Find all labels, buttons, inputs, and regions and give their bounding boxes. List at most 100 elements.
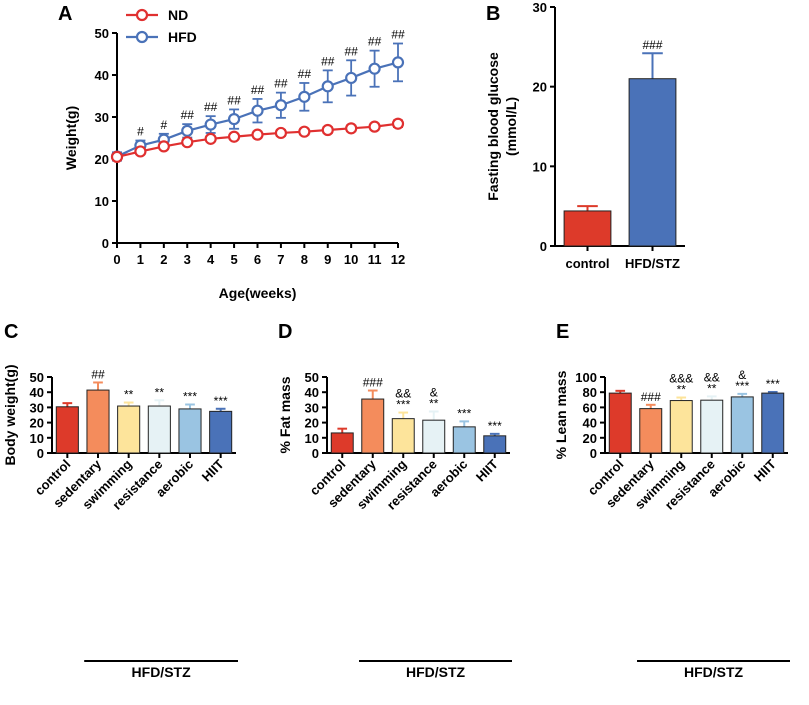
significance-mark: &&: [704, 370, 720, 384]
significance-mark: ***: [214, 394, 228, 408]
panel-label-e: E: [556, 321, 569, 343]
significance-mark: ###: [641, 390, 661, 404]
data-point-hfd: [227, 112, 241, 126]
bar-sedentary: [361, 398, 385, 454]
legend-marker-hfd: [135, 30, 149, 44]
bar-control: [55, 406, 79, 454]
x-tick-label-a: 5: [230, 252, 237, 267]
y-axis-label-a: Weight(g): [63, 106, 79, 170]
data-point-nd: [321, 123, 334, 137]
x-tick-label-a: 9: [324, 252, 331, 267]
bar-control: [330, 432, 354, 454]
bar-sedentary: [639, 408, 663, 454]
significance-mark: &&: [395, 387, 411, 401]
x-tick-label-b: control: [565, 256, 609, 271]
data-point-nd: [227, 130, 241, 143]
x-axis-label-a: Age(weeks): [219, 285, 297, 301]
y-tick-label-d: 30: [305, 400, 319, 415]
x-tick-label-a: 4: [207, 252, 215, 267]
y-tick-label-b: 0: [540, 239, 547, 254]
significance-mark: ***: [183, 390, 197, 404]
x-tick-label-a: 3: [184, 252, 191, 267]
y-tick-label-c: 30: [30, 400, 44, 415]
data-point-nd: [368, 120, 381, 133]
group-label-e: HFD/STZ: [684, 664, 744, 680]
group-label-c: HFD/STZ: [132, 664, 192, 680]
x-tick-label-a: 10: [344, 252, 358, 267]
significance-mark: **: [707, 381, 717, 395]
y-tick-label-c: 0: [37, 446, 44, 461]
bar-aerobic: [730, 396, 754, 454]
bar-swimming: [669, 400, 693, 454]
data-point-hfd: [345, 71, 358, 85]
significance-mark: **: [677, 383, 687, 397]
x-tick-label-d: HIIT: [473, 456, 501, 484]
bar-aerobic: [452, 426, 476, 454]
significance-mark: **: [155, 385, 165, 399]
y-tick-label-a: 40: [95, 68, 109, 83]
y-axis-label-b: (mmol/L): [503, 97, 519, 156]
y-tick-label-b: 20: [533, 80, 547, 95]
y-tick-label-d: 10: [305, 431, 319, 446]
legend-marker-nd: [135, 8, 149, 22]
bar-sedentary: [86, 389, 110, 454]
data-point-nd: [298, 125, 311, 138]
significance-mark: **: [429, 397, 439, 411]
data-point-nd: [274, 126, 288, 140]
data-point-nd: [391, 117, 405, 130]
bar-aerobic: [178, 408, 202, 454]
y-tick-label-b: 10: [533, 159, 547, 174]
bar-resistance: [700, 399, 724, 454]
y-tick-label-d: 20: [305, 416, 319, 431]
y-tick-label-c: 20: [30, 416, 44, 431]
x-tick-label-b: HFD/STZ: [625, 256, 680, 271]
y-tick-label-d: 50: [305, 370, 319, 385]
significance-mark: #: [137, 125, 144, 139]
y-tick-label-b: 30: [533, 0, 547, 15]
x-tick-label-a: 12: [391, 252, 405, 267]
y-tick-label-c: 50: [30, 370, 44, 385]
significance-mark: ###: [642, 38, 662, 52]
significance-mark: ##: [227, 93, 241, 107]
y-tick-label-d: 0: [312, 446, 319, 461]
legend-label-nd: ND: [168, 7, 188, 23]
panel-label-b: B: [486, 3, 500, 25]
y-tick-label-c: 10: [30, 431, 44, 446]
bar-hiit: [209, 410, 233, 454]
group-label-d: HFD/STZ: [406, 664, 466, 680]
data-point-nd: [204, 132, 217, 145]
y-axis-label-d: % Fat mass: [277, 376, 293, 453]
significance-mark: ##: [274, 77, 288, 91]
significance-mark: **: [124, 388, 134, 402]
bar-control: [608, 392, 632, 454]
y-tick-label-e: 60: [583, 400, 597, 415]
panel-b: B 0 10 20 30 Fasting blood glucose (mmol/L) con…: [485, 0, 685, 271]
y-tick-label-a: 0: [102, 236, 109, 251]
data-point-nd: [251, 128, 264, 141]
data-point-hfd: [368, 62, 381, 75]
bar-hiit: [761, 392, 785, 454]
significance-mark: ##: [204, 100, 218, 114]
significance-mark: ##: [391, 28, 405, 42]
y-tick-label-e: 100: [575, 370, 597, 385]
bar-swimming: [391, 418, 415, 454]
y-tick-label-a: 20: [95, 152, 109, 167]
x-tick-label-a: 6: [254, 252, 261, 267]
significance-mark: ***: [457, 406, 471, 420]
x-tick-label-a: 7: [277, 252, 284, 267]
y-tick-label-e: 20: [583, 431, 597, 446]
x-tick-label-a: 2: [160, 252, 167, 267]
data-point-nd: [345, 122, 358, 135]
data-point-hfd: [321, 80, 334, 93]
y-tick-label-e: 40: [583, 416, 597, 431]
y-tick-label-a: 10: [95, 194, 109, 209]
significance-mark: ##: [251, 83, 265, 97]
data-point-hfd: [274, 99, 288, 112]
data-point-hfd: [204, 118, 217, 131]
data-point-hfd: [181, 124, 194, 137]
data-point-hfd: [251, 104, 264, 117]
bar-resistance: [147, 405, 171, 454]
